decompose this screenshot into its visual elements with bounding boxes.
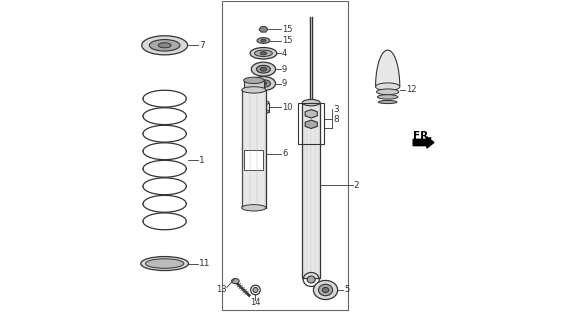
Ellipse shape	[250, 48, 277, 59]
Ellipse shape	[253, 287, 258, 292]
Ellipse shape	[243, 77, 264, 84]
Ellipse shape	[242, 204, 266, 211]
Text: FR.: FR.	[413, 131, 432, 141]
Polygon shape	[305, 120, 317, 129]
Bar	[243, 80, 264, 90]
Ellipse shape	[252, 62, 275, 76]
Ellipse shape	[307, 276, 315, 283]
Ellipse shape	[142, 36, 188, 55]
Ellipse shape	[257, 38, 270, 44]
Text: 9: 9	[282, 65, 287, 74]
Ellipse shape	[260, 52, 267, 55]
Text: 2: 2	[354, 181, 359, 190]
Bar	[244, 150, 263, 170]
Ellipse shape	[260, 67, 267, 71]
Text: 15: 15	[282, 25, 292, 34]
Text: 9: 9	[282, 79, 287, 88]
Ellipse shape	[258, 101, 269, 105]
Ellipse shape	[378, 95, 398, 99]
Text: 6: 6	[282, 149, 287, 158]
Bar	[299, 103, 324, 144]
Text: 7: 7	[199, 41, 205, 50]
Ellipse shape	[232, 278, 239, 284]
Text: 12: 12	[406, 85, 417, 94]
Ellipse shape	[322, 287, 329, 292]
Ellipse shape	[256, 65, 270, 73]
Text: 4: 4	[282, 49, 287, 58]
Ellipse shape	[375, 83, 400, 91]
Ellipse shape	[258, 110, 269, 114]
Text: 5: 5	[344, 285, 349, 294]
Ellipse shape	[260, 82, 267, 85]
Ellipse shape	[313, 280, 338, 300]
Text: 15: 15	[282, 36, 292, 45]
Text: 10: 10	[282, 103, 292, 112]
Ellipse shape	[378, 100, 397, 104]
Ellipse shape	[254, 50, 272, 56]
Polygon shape	[259, 27, 268, 32]
Polygon shape	[305, 109, 317, 118]
Ellipse shape	[145, 259, 184, 268]
Ellipse shape	[141, 257, 189, 270]
Ellipse shape	[242, 87, 266, 93]
Bar	[302, 103, 320, 278]
Ellipse shape	[261, 39, 266, 42]
Ellipse shape	[252, 76, 275, 91]
FancyArrow shape	[413, 137, 434, 148]
Ellipse shape	[158, 43, 171, 48]
Text: 1: 1	[199, 156, 205, 164]
Ellipse shape	[261, 28, 266, 31]
Ellipse shape	[376, 89, 399, 95]
Ellipse shape	[318, 284, 332, 296]
Polygon shape	[375, 50, 400, 87]
Bar	[258, 103, 269, 112]
Text: 13: 13	[217, 284, 227, 293]
Text: 8: 8	[333, 115, 339, 124]
Bar	[242, 90, 266, 208]
Text: 3: 3	[333, 105, 339, 114]
Ellipse shape	[149, 40, 180, 51]
Text: 14: 14	[250, 298, 260, 307]
Ellipse shape	[256, 80, 270, 87]
Text: 11: 11	[199, 259, 210, 268]
Ellipse shape	[302, 100, 320, 106]
Bar	[222, 1, 348, 310]
